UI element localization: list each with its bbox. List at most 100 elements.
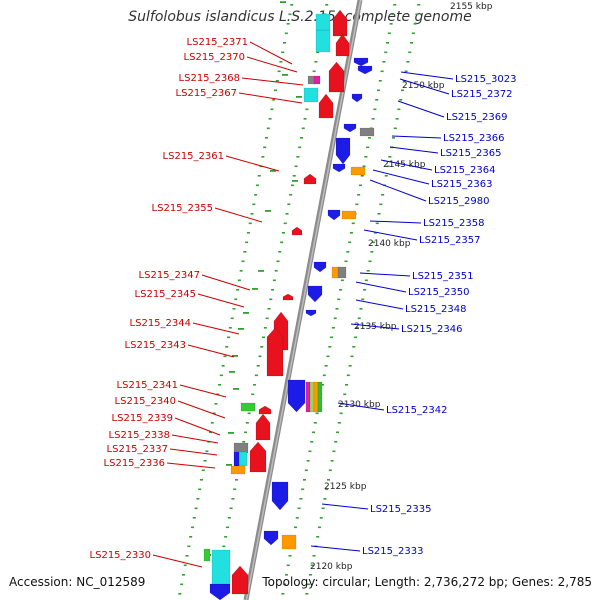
tick-mark [373,108,377,111]
forward-gene-label: LS215_2330 [90,550,151,561]
left-leader-line [192,322,240,335]
tick-mark [178,593,182,595]
tick-mark [370,251,374,253]
tick-mark [352,346,356,348]
tick-mark [252,203,256,206]
tick-mark [344,260,348,263]
tick-mark [315,412,319,415]
tick-mark [301,127,305,130]
tick-mark [408,51,412,54]
tick-mark [316,536,320,538]
tick-mark [201,469,205,472]
tick-mark [316,51,320,54]
tick-mark [187,545,191,548]
reverse-feature-block [233,451,240,467]
tick-mark [284,574,288,576]
left-leader-line [174,417,221,436]
tick-mark [281,51,285,54]
tick-mark [258,355,262,358]
right-leader-line [380,159,433,171]
magenta-feature-block [305,381,311,413]
tick-mark [270,108,274,111]
right-leader-line [400,71,454,80]
forward-gene-arrow [318,93,334,119]
tick-mark [283,583,287,586]
tick-mark [194,507,198,510]
tick-mark [355,327,359,329]
tick-mark [368,260,372,263]
tick-mark [305,593,309,595]
tick-mark [328,346,332,348]
tick-mark [192,517,196,519]
tick-mark [264,137,268,139]
forward-gene-arrow [282,293,294,301]
tick-mark [282,74,288,76]
tick-mark [319,517,323,519]
reverse-gene-label: LS215_3023 [455,74,516,85]
forward-gene-arrow [328,61,345,93]
tick-mark [225,346,229,348]
tick-mark [372,241,376,244]
tick-mark [417,4,421,6]
tick-mark [292,180,298,182]
forward-gene-label: LS215_2367 [176,88,237,99]
tick-mark [397,108,401,111]
tick-mark [346,374,350,377]
tick-mark [350,355,354,358]
tick-mark [244,431,248,434]
tick-mark [308,450,312,453]
forward-gene-label: LS215_2345 [135,289,196,300]
tick-mark [226,464,232,466]
right-leader-line [310,545,361,552]
tick-mark [364,279,368,282]
tick-mark [196,498,200,500]
tick-mark [272,99,276,101]
tick-mark [274,270,278,272]
tick-mark [303,118,307,120]
tick-mark [290,184,294,187]
tick-mark [297,507,301,510]
forward-gene-label: LS215_2338 [109,430,170,441]
tick-mark [339,412,343,415]
reverse-gene-arrow [343,123,357,133]
tick-mark [242,441,246,443]
tick-mark [228,327,232,329]
tick-mark [393,4,397,6]
tick-mark [238,328,244,330]
tick-mark [366,270,370,272]
tick-mark [270,170,276,172]
left-leader-line [246,56,298,73]
reverse-gene-label: LS215_2357 [419,235,480,246]
tick-mark [224,536,228,538]
tick-mark [277,70,281,73]
tick-mark [406,61,410,63]
tick-mark [288,555,292,557]
tick-mark [415,13,419,16]
forward-gene-arrow [258,405,272,415]
tick-mark [268,118,272,120]
forward-gene-label: LS215_2339 [112,413,173,424]
tick-mark [310,564,314,567]
tick-mark [333,317,337,320]
tick-mark [298,146,302,149]
tick-mark [228,432,234,434]
tick-mark [239,270,243,272]
forward-gene-arrow [335,33,350,57]
gray-feature-block [337,266,347,279]
right-leader-line [369,220,422,224]
tick-mark [231,498,235,500]
tick-mark [321,384,325,386]
orange-feature-block [350,166,366,176]
tick-mark [185,555,189,557]
tick-mark [263,327,267,329]
tick-mark [255,184,259,187]
tick-mark [348,241,352,244]
tick-mark [308,574,312,576]
tick-mark [379,203,383,206]
tick-mark [328,469,332,472]
reverse-gene-label: LS215_2369 [446,112,507,123]
tick-mark [180,583,184,586]
left-leader-line [152,554,203,568]
tick-mark [287,203,291,206]
reverse-gene-arrow [305,309,317,317]
